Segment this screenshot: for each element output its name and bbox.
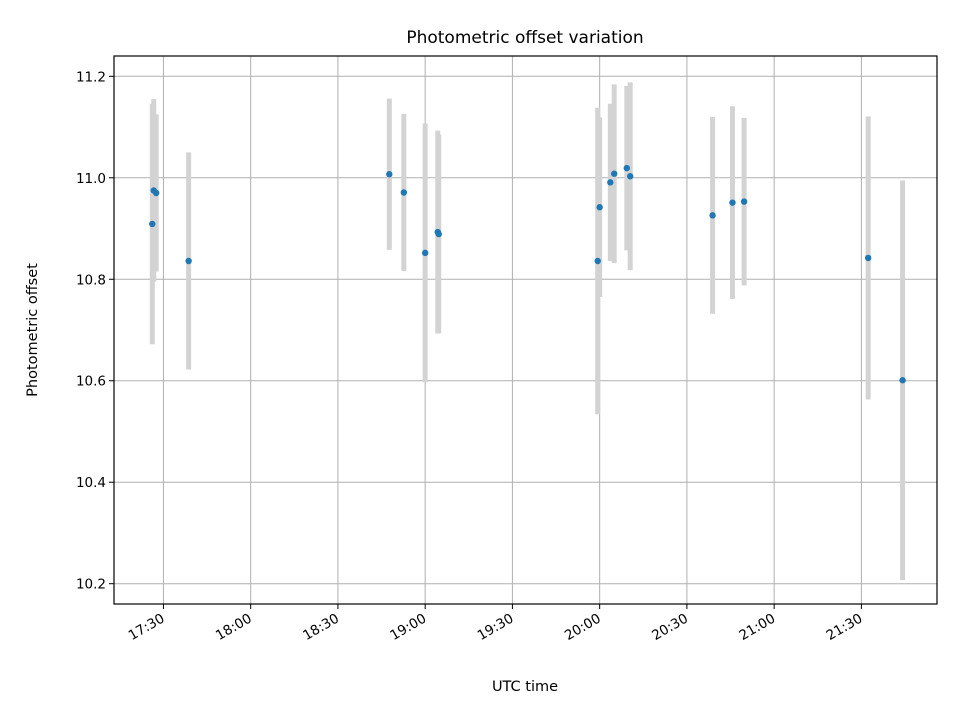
y-tick-label: 10.8 bbox=[76, 272, 106, 288]
y-tick-label: 11.0 bbox=[76, 171, 106, 187]
plot-frame bbox=[113, 55, 938, 605]
y-tick-label: 10.6 bbox=[76, 374, 106, 390]
data-point bbox=[421, 249, 429, 257]
data-point bbox=[386, 171, 393, 178]
data-point bbox=[864, 254, 872, 262]
data-point bbox=[596, 204, 603, 211]
chart-title: Photometric offset variation bbox=[406, 28, 643, 48]
data-point bbox=[149, 220, 156, 228]
data-point bbox=[607, 179, 614, 186]
y-tick-label: 10.2 bbox=[76, 577, 106, 593]
x-axis-label: UTC time bbox=[492, 679, 558, 695]
data-point bbox=[623, 164, 630, 172]
data-point bbox=[709, 212, 716, 219]
data-point bbox=[899, 377, 906, 384]
y-tick-label: 10.4 bbox=[76, 475, 106, 491]
data-point bbox=[400, 189, 408, 196]
data-points bbox=[149, 164, 906, 384]
data-point bbox=[185, 257, 192, 265]
y-tick-label: 11.2 bbox=[76, 69, 106, 85]
data-point bbox=[729, 199, 736, 206]
data-point bbox=[152, 189, 160, 197]
data-point bbox=[594, 257, 601, 265]
data-point bbox=[626, 173, 634, 180]
data-point bbox=[610, 170, 618, 177]
data-point bbox=[435, 230, 442, 238]
data-point bbox=[740, 198, 748, 205]
y-axis-label: Photometric offset bbox=[25, 263, 41, 397]
